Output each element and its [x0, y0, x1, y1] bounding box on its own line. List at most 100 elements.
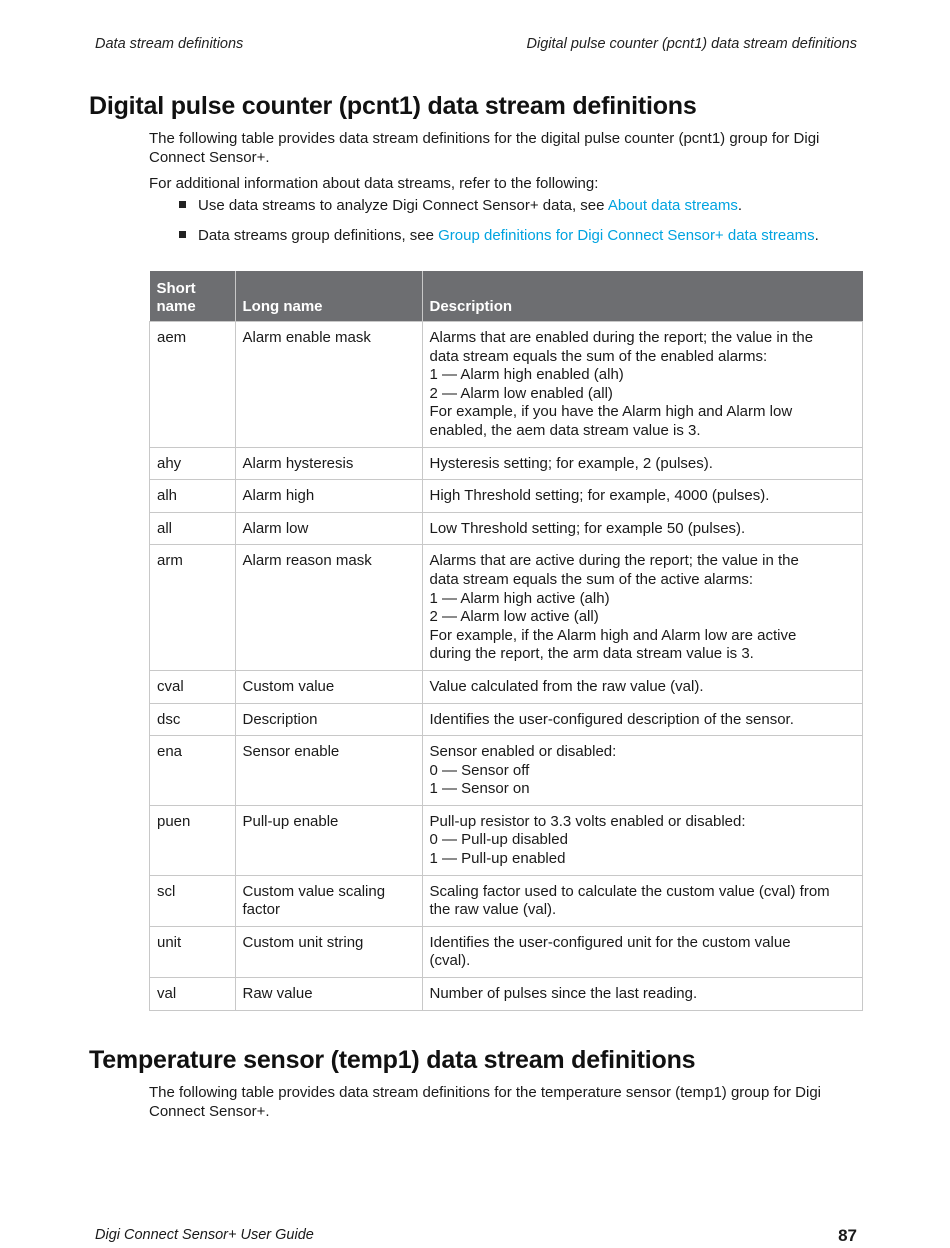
description-cell-line: enabled, the aem data stream value is 3.: [429, 421, 701, 439]
description-cell-line: during the report, the arm data stream v…: [429, 645, 754, 663]
description-cell: Hysteresis setting; for example, 2 (puls…: [421, 446, 863, 481]
description-cell-line: High Threshold setting; for example, 400…: [429, 487, 770, 505]
group-definitions-link[interactable]: Group definitions for Digi Connect Senso…: [438, 227, 815, 244]
header-long-name: Long name: [234, 271, 422, 322]
footer-guide-title: Digi Connect Sensor+ User Guide: [95, 1227, 314, 1243]
table-row: ahy Alarm hysteresis Hysteresis setting; f…: [149, 446, 863, 481]
bullet-text: Use data streams to analyze Digi Connect…: [198, 197, 608, 214]
long-name-cell: Custom value: [234, 669, 423, 704]
table-header-row: Short name Long name Description: [149, 271, 863, 322]
table-row: dsc Description Identifies the user-config…: [149, 702, 863, 737]
description-cell: Number of pulses since the last reading.: [421, 977, 863, 1011]
long-name-cell: Alarm hysteresis: [234, 446, 423, 481]
bullet-end: .: [737, 197, 743, 214]
description-cell: Pull-up resistor to 3.3 volts enabled or…: [421, 804, 863, 876]
long-name-cell: Description: [234, 702, 423, 737]
description-cell-line: (cval).: [429, 952, 471, 970]
long-name-cell: Custom unit string: [234, 925, 423, 979]
refer-paragraph: For additional information about data st…: [149, 175, 599, 192]
data-stream-table: Short name Long name Description aem Alar…: [149, 271, 863, 1011]
bullet-square-icon: [179, 231, 186, 238]
running-header-right: Digital pulse counter (pcnt1) data strea…: [526, 36, 857, 52]
description-cell: Value calculated from the raw value (val…: [421, 669, 863, 704]
running-header-left: Data stream definitions: [95, 36, 244, 52]
long-name-cell-line: Sensor enable: [242, 743, 340, 761]
description-cell: Sensor enabled or disabled: 0 — Sensor of…: [421, 735, 863, 806]
description-cell: Low Threshold setting; for example 50 (p…: [421, 511, 863, 546]
long-name-cell: Raw value: [234, 977, 423, 1011]
description-cell-line: 1 — Sensor on: [429, 780, 530, 798]
long-name-cell: Alarm reason mask: [234, 544, 423, 671]
table-row: alh Alarm high High Threshold setting; for…: [149, 479, 863, 513]
short-name-cell: val: [149, 977, 236, 1011]
long-name-cell-line: Pull-up enable: [242, 812, 339, 830]
description-cell: Identifies the user-configured descripti…: [421, 702, 863, 737]
description-cell-line: Identifies the user-configured unit for …: [429, 933, 791, 951]
description-cell-line: 0 — Sensor off: [429, 761, 530, 779]
short-name-cell: cval: [149, 669, 236, 704]
description-cell-line: Hysteresis setting; for example, 2 (puls…: [429, 454, 713, 472]
table-row: aem Alarm enable mask Alarms that are enab…: [149, 321, 863, 448]
intro-paragraph: The following table provides data stream…: [149, 1084, 822, 1120]
long-name-cell-line: Custom value: [242, 677, 335, 695]
long-name-cell: Custom value scaling factor: [234, 874, 423, 927]
section-title: Digital pulse counter (pcnt1) data strea…: [89, 92, 697, 120]
long-name-cell-line: Alarm high: [242, 487, 315, 505]
bullet-item: Use data streams to analyze Digi Connect…: [179, 196, 742, 215]
long-name-cell-line: Description: [242, 710, 318, 728]
table-row: scl Custom value scaling factor Scaling fac…: [149, 874, 863, 927]
header-short-name: Short name: [149, 271, 235, 322]
long-name-cell-line: Raw value: [242, 985, 313, 1003]
table-row: puen Pull-up enable Pull-up resistor to 3.…: [149, 804, 863, 876]
description-cell-line: Number of pulses since the last reading.: [429, 985, 698, 1003]
short-name-cell: ahy: [149, 446, 236, 481]
long-name-cell-line: Alarm enable mask: [242, 329, 371, 346]
intro-paragraph: The following table provides data stream…: [149, 130, 820, 166]
description-cell-line: data stream equals the sum of the active…: [429, 570, 754, 588]
description-cell-line: 1 — Pull-up enabled: [429, 850, 566, 868]
description-cell-line: Pull-up resistor to 3.3 volts enabled or…: [429, 812, 746, 830]
section-title: Temperature sensor (temp1) data stream d…: [89, 1046, 696, 1074]
table-row: ena Sensor enable Sensor enabled or disabl…: [149, 735, 863, 806]
description-cell-line: 0 — Pull-up disabled: [429, 831, 568, 849]
description-cell-line: Identifies the user-configured descripti…: [429, 710, 794, 728]
long-name-cell-line: Alarm hysteresis: [242, 454, 354, 472]
description-cell-line: data stream equals the sum of the enable…: [429, 347, 768, 365]
description-cell: Scaling factor used to calculate the cus…: [421, 874, 863, 927]
table-row: val Raw value Number of pulses since the l…: [149, 977, 863, 1011]
long-name-cell-line: Alarm low: [242, 519, 309, 537]
table-row: all Alarm low Low Threshold setting; for e…: [149, 511, 863, 546]
header-description: Description: [421, 271, 863, 322]
description-cell-line: Value calculated from the raw value (val…: [429, 677, 704, 695]
table-row: unit Custom unit string Identifies the use…: [149, 925, 863, 979]
long-name-cell-line: Custom unit string: [242, 933, 364, 951]
short-name-cell: dsc: [149, 702, 236, 737]
bullet-text: Data streams group definitions, see: [198, 227, 439, 244]
long-name-cell: Alarm enable mask: [234, 321, 423, 448]
long-name-cell: Pull-up enable: [234, 804, 423, 876]
description-cell-line: Scaling factor used to calculate the cus…: [429, 882, 830, 900]
bullet-square-icon: [179, 201, 186, 208]
long-name-cell-line: Custom value scaling: [242, 882, 386, 900]
description-cell-line: For example, if the Alarm high and Alarm…: [429, 626, 797, 644]
short-name-cell: arm: [149, 544, 236, 671]
about-data-streams-link[interactable]: About data streams: [607, 197, 738, 214]
description-cell-line: the raw value (val).: [429, 901, 557, 919]
short-name-cell: unit: [149, 925, 236, 979]
description-cell-line: For example, if you have the Alarm high …: [429, 403, 793, 421]
short-name-cell: scl: [149, 874, 236, 927]
bullet-end: .: [814, 227, 819, 244]
description-cell: High Threshold setting; for example, 400…: [421, 479, 863, 513]
description-cell-line: 1 — Alarm high enabled (alh): [429, 366, 624, 384]
description-cell-line: Sensor enabled or disabled:: [429, 743, 617, 761]
description-cell: Alarms that are active during the report…: [421, 544, 863, 671]
short-name-cell: alh: [149, 479, 236, 513]
long-name-cell: Alarm high: [234, 479, 423, 513]
description-cell: Alarms that are enabled during the repor…: [421, 321, 863, 448]
page-number: 87: [838, 1226, 857, 1245]
table-row: arm Alarm reason mask Alarms that are acti…: [149, 544, 863, 671]
description-cell-line: 1 — Alarm high active (alh): [429, 589, 610, 607]
description-cell-line: Alarms that are enabled during the repor…: [429, 329, 814, 346]
long-name-cell-line: Alarm reason mask: [242, 552, 372, 570]
